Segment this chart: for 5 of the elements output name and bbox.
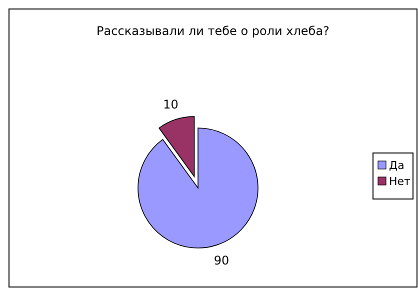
legend-label: Да <box>389 159 404 172</box>
data-label: 10 <box>163 97 178 112</box>
chart-title: Рассказывали ли тебе о роли хлеба? <box>96 24 330 38</box>
legend-label: Нет <box>389 175 412 188</box>
data-label: 90 <box>214 253 230 268</box>
